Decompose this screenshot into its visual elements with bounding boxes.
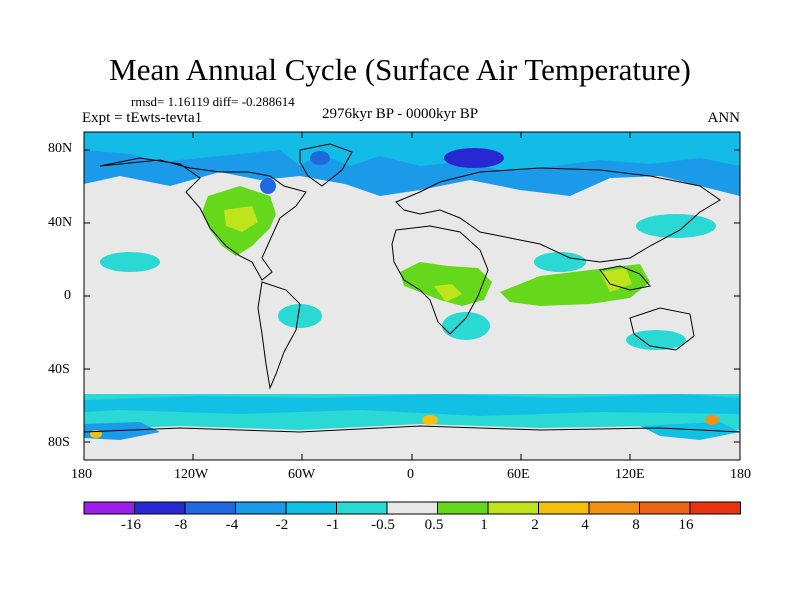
colorbar: [83, 501, 741, 515]
coastlines: [84, 143, 740, 433]
cool-patch: [636, 214, 716, 238]
antarctica-coast: [84, 425, 740, 433]
colorbar-label: -8: [174, 517, 188, 533]
cool-patch: [442, 312, 490, 340]
colorbar-label: -2: [275, 517, 289, 533]
baffin-cold-spot: [260, 178, 276, 194]
lon-tick-180w: 180: [71, 467, 92, 482]
antarctic-cool-patch: [640, 422, 740, 440]
colorbar-label: 1: [480, 517, 488, 533]
colorbar-label: 4: [581, 517, 589, 533]
colorbar-box: [134, 501, 186, 515]
eurasia-coast: [395, 167, 721, 263]
arctic-anomaly-light: [84, 132, 740, 170]
north-america-coast: [99, 157, 307, 281]
colorbar-label: 0.5: [424, 517, 444, 533]
cool-patch: [100, 252, 160, 272]
lon-tick-180e: 180: [730, 467, 751, 482]
colorbar-box: [588, 501, 640, 515]
cool-patch: [626, 330, 686, 350]
colorbar-box: [487, 501, 539, 515]
greenland-cold-spot: [310, 151, 330, 165]
colorbar-box: [538, 501, 590, 515]
colorbar-label: 16: [678, 517, 694, 533]
colorbar-box: [639, 501, 691, 515]
colorbar-box: [386, 501, 438, 515]
stats-text: rmsd= 1.16119 diff= -0.288614: [131, 94, 295, 109]
colorbar-box: [689, 501, 741, 515]
colorbar-box: [83, 501, 135, 515]
lat-tick-80n: 80N: [48, 141, 73, 156]
antarctic-warm-spot: [422, 415, 438, 425]
north-america-warm-core: [224, 206, 258, 232]
colorbar-label: -1: [326, 517, 340, 533]
maritime-coast: [599, 265, 651, 291]
antarctic-cold-patch: [84, 422, 160, 440]
colorbar-box: [235, 501, 287, 515]
lat-tick-40n: 40N: [48, 215, 73, 230]
colorbar-label: -16: [121, 517, 141, 533]
experiment-label: Expt = tEwts-tevta1: [82, 110, 203, 126]
colorbar-label: 8: [632, 517, 640, 533]
period-label: 2976kyr BP - 0000kyr BP: [322, 106, 479, 122]
lat-tick-0: 0: [64, 288, 71, 303]
africa-warm-core: [434, 284, 462, 302]
cool-patch: [278, 304, 322, 328]
antarctic-warm-spot: [705, 415, 719, 425]
colorbar-box: [336, 501, 388, 515]
lon-tick-120e: 120E: [615, 467, 645, 482]
colorbar-box: [184, 501, 236, 515]
siberia-cold-spot: [444, 148, 504, 168]
colorbar-label: -4: [225, 517, 239, 533]
lat-tick-80s: 80S: [48, 435, 70, 450]
lon-tick-60w: 60W: [288, 467, 316, 482]
map-field: [84, 132, 740, 460]
plot-title: Mean Annual Cycle (Surface Air Temperatu…: [109, 52, 691, 87]
colorbar-label: -0.5: [371, 517, 395, 533]
lon-tick-0: 0: [407, 467, 414, 482]
australia-coast: [629, 307, 695, 351]
greenland-coast: [299, 143, 353, 187]
southern-ocean-band: [84, 394, 740, 416]
axis-ticks: [84, 132, 740, 460]
cool-patch: [534, 252, 586, 272]
lon-tick-60e: 60E: [507, 467, 530, 482]
colorbar-label: 2: [531, 517, 539, 533]
lat-tick-40s: 40S: [48, 362, 70, 377]
lon-tick-120w: 120W: [174, 467, 209, 482]
season-label: ANN: [707, 110, 741, 126]
maritime-warm-core: [600, 268, 632, 292]
africa-warm: [400, 262, 492, 306]
antarctic-interior: [84, 424, 740, 460]
africa-coast: [391, 225, 489, 335]
colorbar-box: [437, 501, 489, 515]
colorbar-box: [285, 501, 337, 515]
south-america-coast: [257, 281, 301, 390]
